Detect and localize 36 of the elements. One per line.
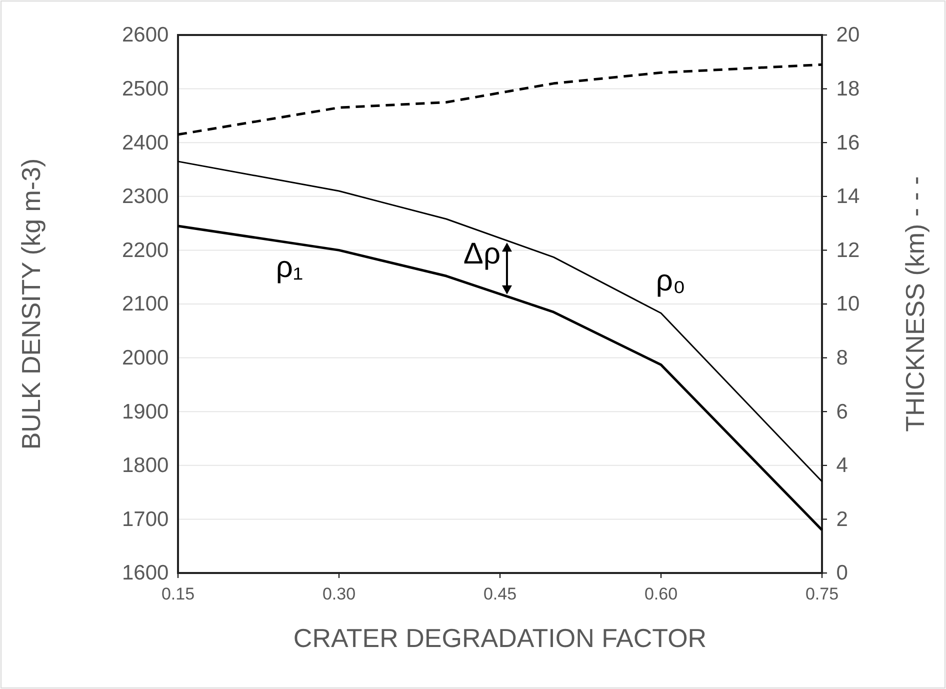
y2-tick-label: 6 [836,400,848,424]
x-tick-label: 0.75 [805,584,839,604]
y2-tick-label: 8 [836,346,848,370]
y-tick-label: 2200 [122,238,169,262]
y2-tick-label: 4 [836,454,848,478]
x-tick-label: 0.60 [644,584,678,604]
y2-axis-title: THICKNESS (km) - - - [900,176,930,432]
y-tick-label: 2100 [122,292,169,316]
y-tick-label: 1700 [122,508,169,531]
y2-tick-label: 14 [836,185,860,208]
annotation: ρ₁ [276,250,304,284]
x-tick-label: 0.45 [483,584,517,604]
annotation: ρ₀ [656,264,686,298]
y-tick-label: 2600 [122,24,169,47]
y2-tick-label: 16 [836,131,860,154]
y-axis-title: BULK DENSITY (kg m-3) [16,158,46,450]
y2-tick-label: 20 [836,24,860,47]
line-series [176,224,824,532]
x-tick-label: 0.15 [161,584,195,604]
y-tick-label: 2500 [122,78,169,101]
y2-tick-label: 18 [836,78,860,101]
y-tick-label: 1600 [122,562,169,585]
annotation: Δρ [463,238,501,270]
y-tick-label: 1800 [122,454,169,478]
x-tick-label: 0.30 [322,584,356,604]
y-tick-label: 2300 [122,185,169,208]
y2-tick-label: 10 [836,292,860,316]
y2-tick-label: 0 [836,562,848,585]
line-series [177,160,823,482]
y-tick-label: 1900 [122,400,169,424]
y-tick-label: 2400 [122,131,169,154]
y2-tick-label: 2 [836,508,848,531]
y-tick-label: 2000 [122,346,169,370]
x-axis-title: CRATER DEGRADATION FACTOR [293,623,707,653]
line-series [176,63,824,136]
y2-tick-label: 12 [836,238,860,262]
